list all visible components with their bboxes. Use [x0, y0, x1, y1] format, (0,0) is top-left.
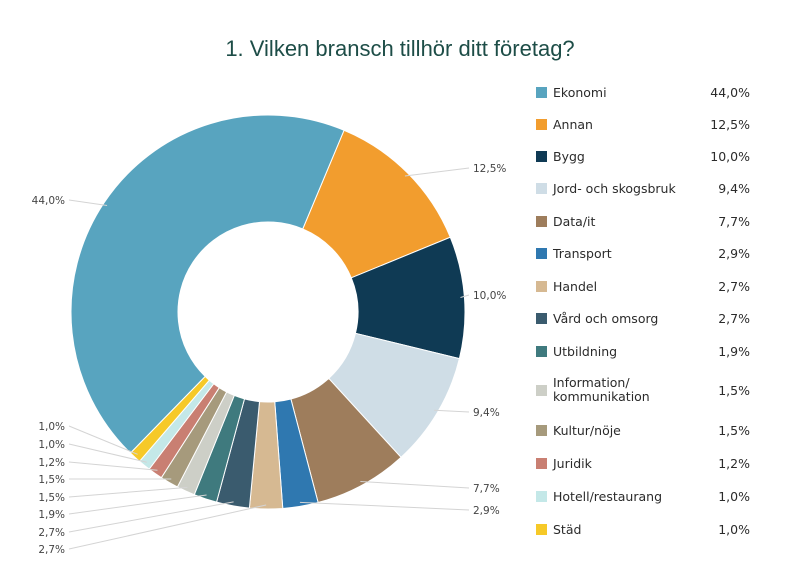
legend-value: 2,7%	[718, 279, 750, 294]
legend-swatch	[536, 119, 547, 130]
legend-label: Hotell/restaurang	[553, 488, 663, 504]
legend-swatch	[536, 183, 547, 194]
leader-line	[68, 504, 267, 550]
legend-label: Data/it	[553, 213, 596, 229]
leader-line	[68, 486, 188, 498]
leader-line	[460, 294, 470, 299]
leader-line	[68, 501, 234, 533]
legend-swatch	[536, 458, 547, 469]
legend-swatch	[536, 248, 547, 259]
data-label: 9,4%	[473, 407, 500, 419]
data-label: 10,0%	[473, 290, 506, 302]
legend-swatch	[536, 87, 547, 98]
legend-item: Hotell/restaurang 1,0%	[536, 489, 750, 504]
legend-label: Transport	[553, 245, 612, 261]
legend-swatch	[536, 384, 547, 396]
legend-swatch	[536, 524, 547, 535]
legend-label: Information/ kommunikation	[553, 375, 650, 404]
legend-value: 1,2%	[718, 456, 750, 471]
data-label: 44,0%	[32, 195, 65, 207]
legend-item: Transport 2,9%	[536, 246, 750, 261]
data-label: 7,7%	[473, 483, 500, 495]
legend-value: 10,0%	[710, 149, 750, 164]
legend-value: 1,9%	[718, 344, 750, 359]
legend-item: Vård och omsorg 2,7%	[536, 311, 750, 326]
legend-swatch	[536, 346, 547, 357]
donut-slice	[302, 129, 451, 279]
legend-swatch	[536, 491, 547, 502]
leader-line	[404, 167, 470, 177]
leader-line	[360, 480, 470, 489]
legend-label: Jord- och skogsbruk	[553, 180, 676, 196]
legend-item: Juridik 1,2%	[536, 456, 750, 471]
legend-label: Städ	[553, 521, 582, 537]
legend-item: Städ 1,0%	[536, 522, 750, 537]
data-label: 1,0%	[38, 439, 65, 451]
legend-value: 9,4%	[718, 181, 750, 196]
legend-item: Kultur/nöje 1,5%	[536, 423, 750, 438]
legend-item: Ekonomi 44,0%	[536, 85, 750, 100]
leader-line	[68, 494, 207, 515]
leader-line	[68, 199, 108, 206]
legend-item: Jord- och skogsbruk 9,4%	[536, 181, 750, 196]
data-label: 1,9%	[38, 509, 65, 521]
legend-label: Utbildning	[553, 343, 618, 359]
data-label: 1,5%	[38, 474, 65, 486]
legend-value: 1,5%	[718, 423, 750, 438]
data-label: 2,7%	[38, 544, 65, 556]
legend-item: Bygg 10,0%	[536, 149, 750, 164]
legend-swatch	[536, 313, 547, 324]
legend-label: Handel	[553, 278, 598, 294]
legend-label: Vård och omsorg	[553, 310, 659, 326]
legend-value: 1,5%	[718, 382, 750, 398]
legend-swatch	[536, 216, 547, 227]
legend-label: Annan	[553, 116, 593, 132]
legend-swatch	[536, 151, 547, 162]
legend-item: Annan 12,5%	[536, 117, 750, 132]
legend-label: Bygg	[553, 148, 585, 164]
legend-label: Juridik	[553, 455, 592, 471]
data-label: 1,2%	[38, 457, 65, 469]
leader-line	[68, 461, 158, 471]
data-label: 12,5%	[473, 163, 506, 175]
data-label: 1,0%	[38, 421, 65, 433]
legend-value: 12,5%	[710, 117, 750, 132]
leader-line	[434, 409, 470, 413]
legend-value: 44,0%	[710, 85, 750, 100]
legend-item: Data/it 7,7%	[536, 214, 750, 229]
legend-label: Kultur/nöje	[553, 422, 621, 438]
legend-item: Handel 2,7%	[536, 279, 750, 294]
chart-title: 1. Vilken bransch tillhör ditt företag?	[225, 36, 575, 61]
leader-line	[68, 443, 147, 463]
legend-value: 1,0%	[718, 522, 750, 537]
data-label: 2,9%	[473, 505, 500, 517]
donut-slice	[70, 114, 345, 454]
legend-swatch	[536, 281, 547, 292]
data-label: 2,7%	[38, 527, 65, 539]
legend-item: Information/ kommunikation 1,5%	[536, 376, 750, 404]
leader-line	[299, 501, 470, 511]
legend-value: 7,7%	[718, 214, 750, 229]
legend-label: Ekonomi	[553, 84, 607, 100]
leader-line	[68, 425, 138, 455]
data-label: 1,5%	[38, 492, 65, 504]
legend-value: 2,7%	[718, 311, 750, 326]
legend-swatch	[536, 425, 547, 436]
legend-value: 2,9%	[718, 246, 750, 261]
legend-value: 1,0%	[718, 489, 750, 504]
legend-item: Utbildning 1,9%	[536, 344, 750, 359]
